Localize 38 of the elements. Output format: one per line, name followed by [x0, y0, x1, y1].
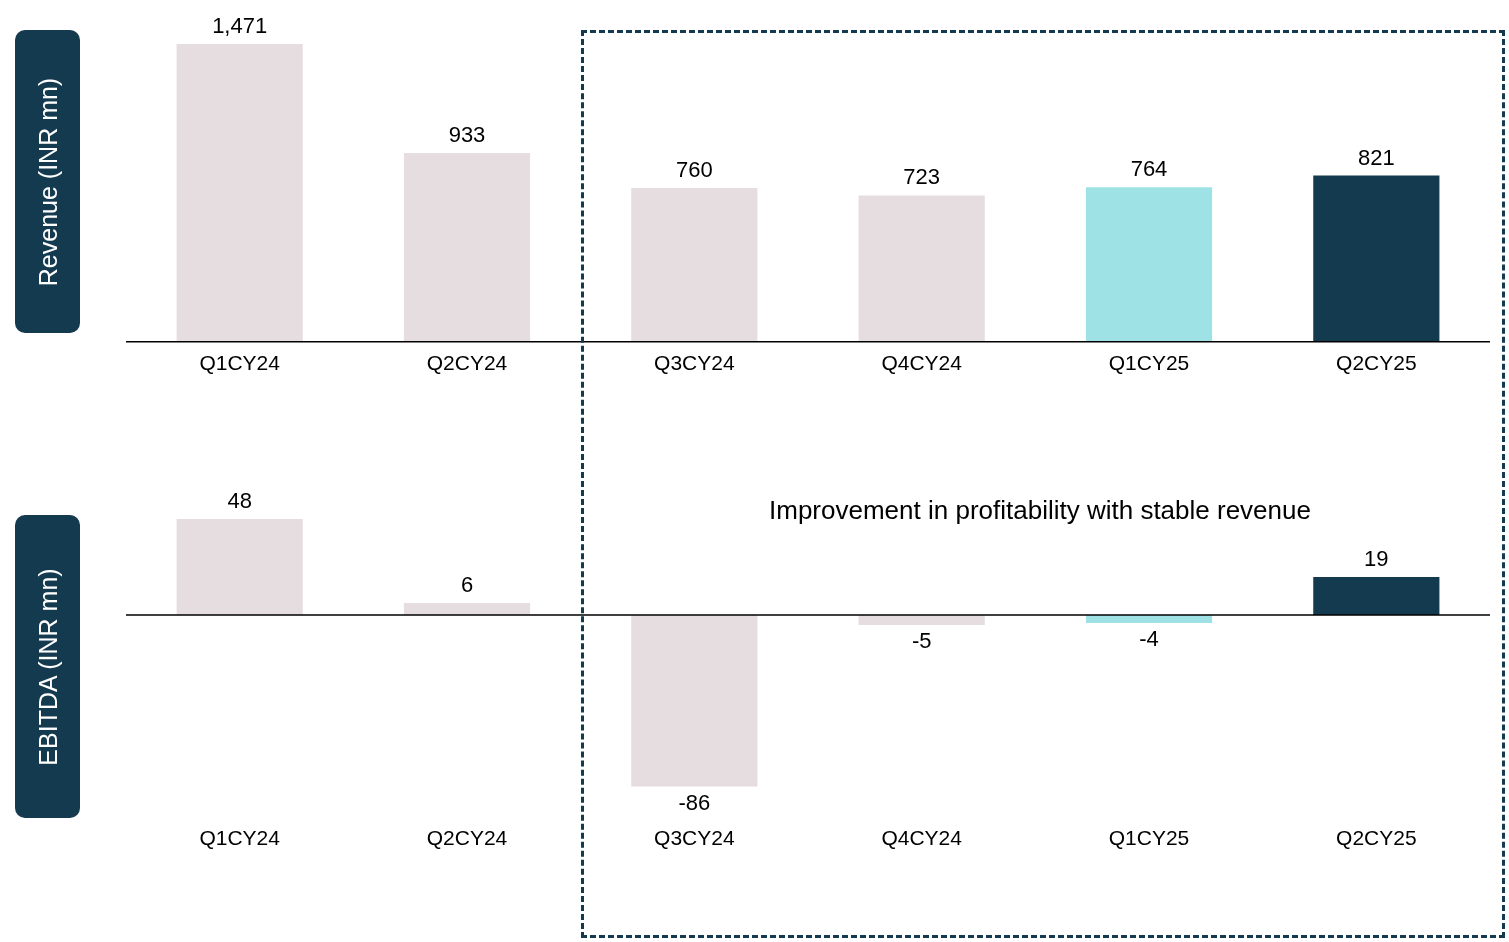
x-tick-label: Q1CY25 [1108, 351, 1190, 375]
bar [403, 152, 531, 342]
bar [403, 602, 531, 615]
x-tick-label: Q2CY25 [1336, 351, 1417, 375]
bar [858, 614, 985, 625]
data-label: 760 [675, 157, 713, 182]
x-tick-label: Q1CY24 [199, 351, 281, 375]
data-label: 933 [448, 121, 486, 147]
data-label: 1,471 [212, 13, 268, 39]
x-tick-label: Q1CY25 [1108, 826, 1190, 850]
bar [1313, 175, 1440, 342]
bar [1085, 187, 1213, 342]
x-tick-label: Q2CY24 [426, 351, 508, 375]
x-tick-label: Q2CY25 [1336, 826, 1417, 850]
bar [176, 44, 303, 342]
bar [176, 519, 303, 615]
x-tick-label: Q3CY24 [654, 826, 735, 850]
x-tick-label: Q3CY24 [654, 351, 735, 375]
data-label: 821 [1357, 144, 1395, 170]
bar [858, 195, 985, 342]
data-label: -5 [911, 627, 932, 653]
data-label: -86 [678, 789, 711, 815]
bar [631, 614, 758, 787]
annotation: Improvement in profitability with stable revenue [769, 495, 1311, 526]
x-tick-label: Q2CY24 [426, 826, 508, 850]
y-axis-title: Revenue (INR mn) [33, 77, 62, 286]
data-label: 6 [460, 572, 474, 597]
data-label: 19 [1364, 546, 1389, 572]
data-label: 764 [1130, 156, 1168, 182]
data-label: 723 [903, 164, 941, 190]
x-tick-label: Q4CY24 [881, 826, 963, 850]
data-label: 48 [227, 488, 252, 514]
bar [1313, 576, 1440, 615]
x-tick-label: Q1CY24 [199, 826, 281, 850]
bar [631, 187, 758, 342]
data-label: -4 [1139, 625, 1159, 651]
x-tick-label: Q4CY24 [881, 351, 963, 375]
y-axis-title: EBITDA (INR mn) [33, 567, 62, 766]
